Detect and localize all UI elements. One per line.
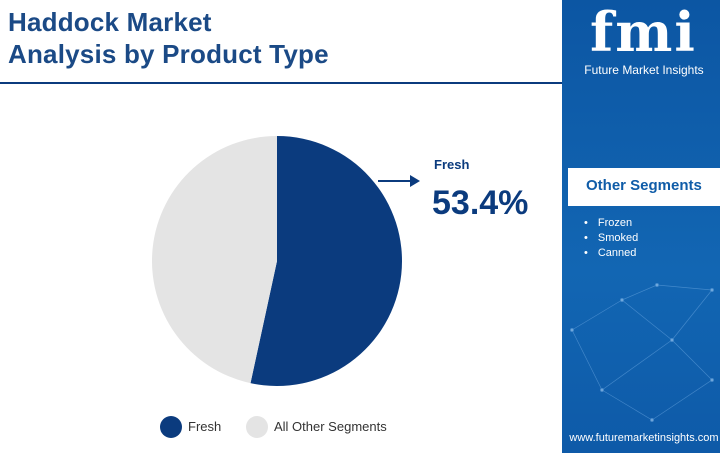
legend-swatch-other — [246, 416, 268, 438]
sidebar — [562, 0, 720, 453]
other-segments-list: • Frozen • Smoked • Canned — [584, 216, 638, 261]
brand-logo: fmi — [590, 0, 697, 64]
segment-label: Canned — [597, 247, 637, 259]
callout-label: Fresh — [434, 157, 470, 172]
list-item: • Smoked — [584, 231, 638, 246]
other-segments-title: Other Segments — [586, 177, 702, 194]
legend-swatch-fresh — [160, 416, 182, 438]
callout-value: 53.4% — [432, 184, 529, 222]
list-item: • Frozen — [584, 216, 638, 231]
website-link[interactable]: www.futuremarketinsights.com — [569, 432, 719, 444]
network-pattern-decoration — [570, 283, 714, 422]
title-line-1: Haddock Market — [8, 7, 212, 37]
brand-name: Future Market Insights — [584, 63, 704, 77]
pie-slice-all-other-segments — [152, 136, 277, 384]
bullet-icon: • — [584, 232, 588, 244]
pie-slice-fresh — [250, 136, 402, 386]
title-line-2: Analysis by Product Type — [8, 39, 329, 69]
title-divider — [0, 82, 562, 84]
bullet-icon: • — [584, 217, 588, 229]
arrow-right-icon — [410, 175, 420, 187]
segment-label: Frozen — [597, 217, 633, 229]
segment-label: Smoked — [597, 232, 639, 244]
list-item: • Canned — [584, 246, 638, 261]
page-title: Haddock Market Analysis by Product Type — [8, 6, 329, 70]
legend-label-other: All Other Segments — [274, 419, 387, 434]
other-segments-banner — [568, 168, 720, 206]
bullet-icon: • — [584, 247, 588, 259]
pie-chart — [152, 136, 420, 386]
legend-label-fresh: Fresh — [188, 419, 222, 434]
